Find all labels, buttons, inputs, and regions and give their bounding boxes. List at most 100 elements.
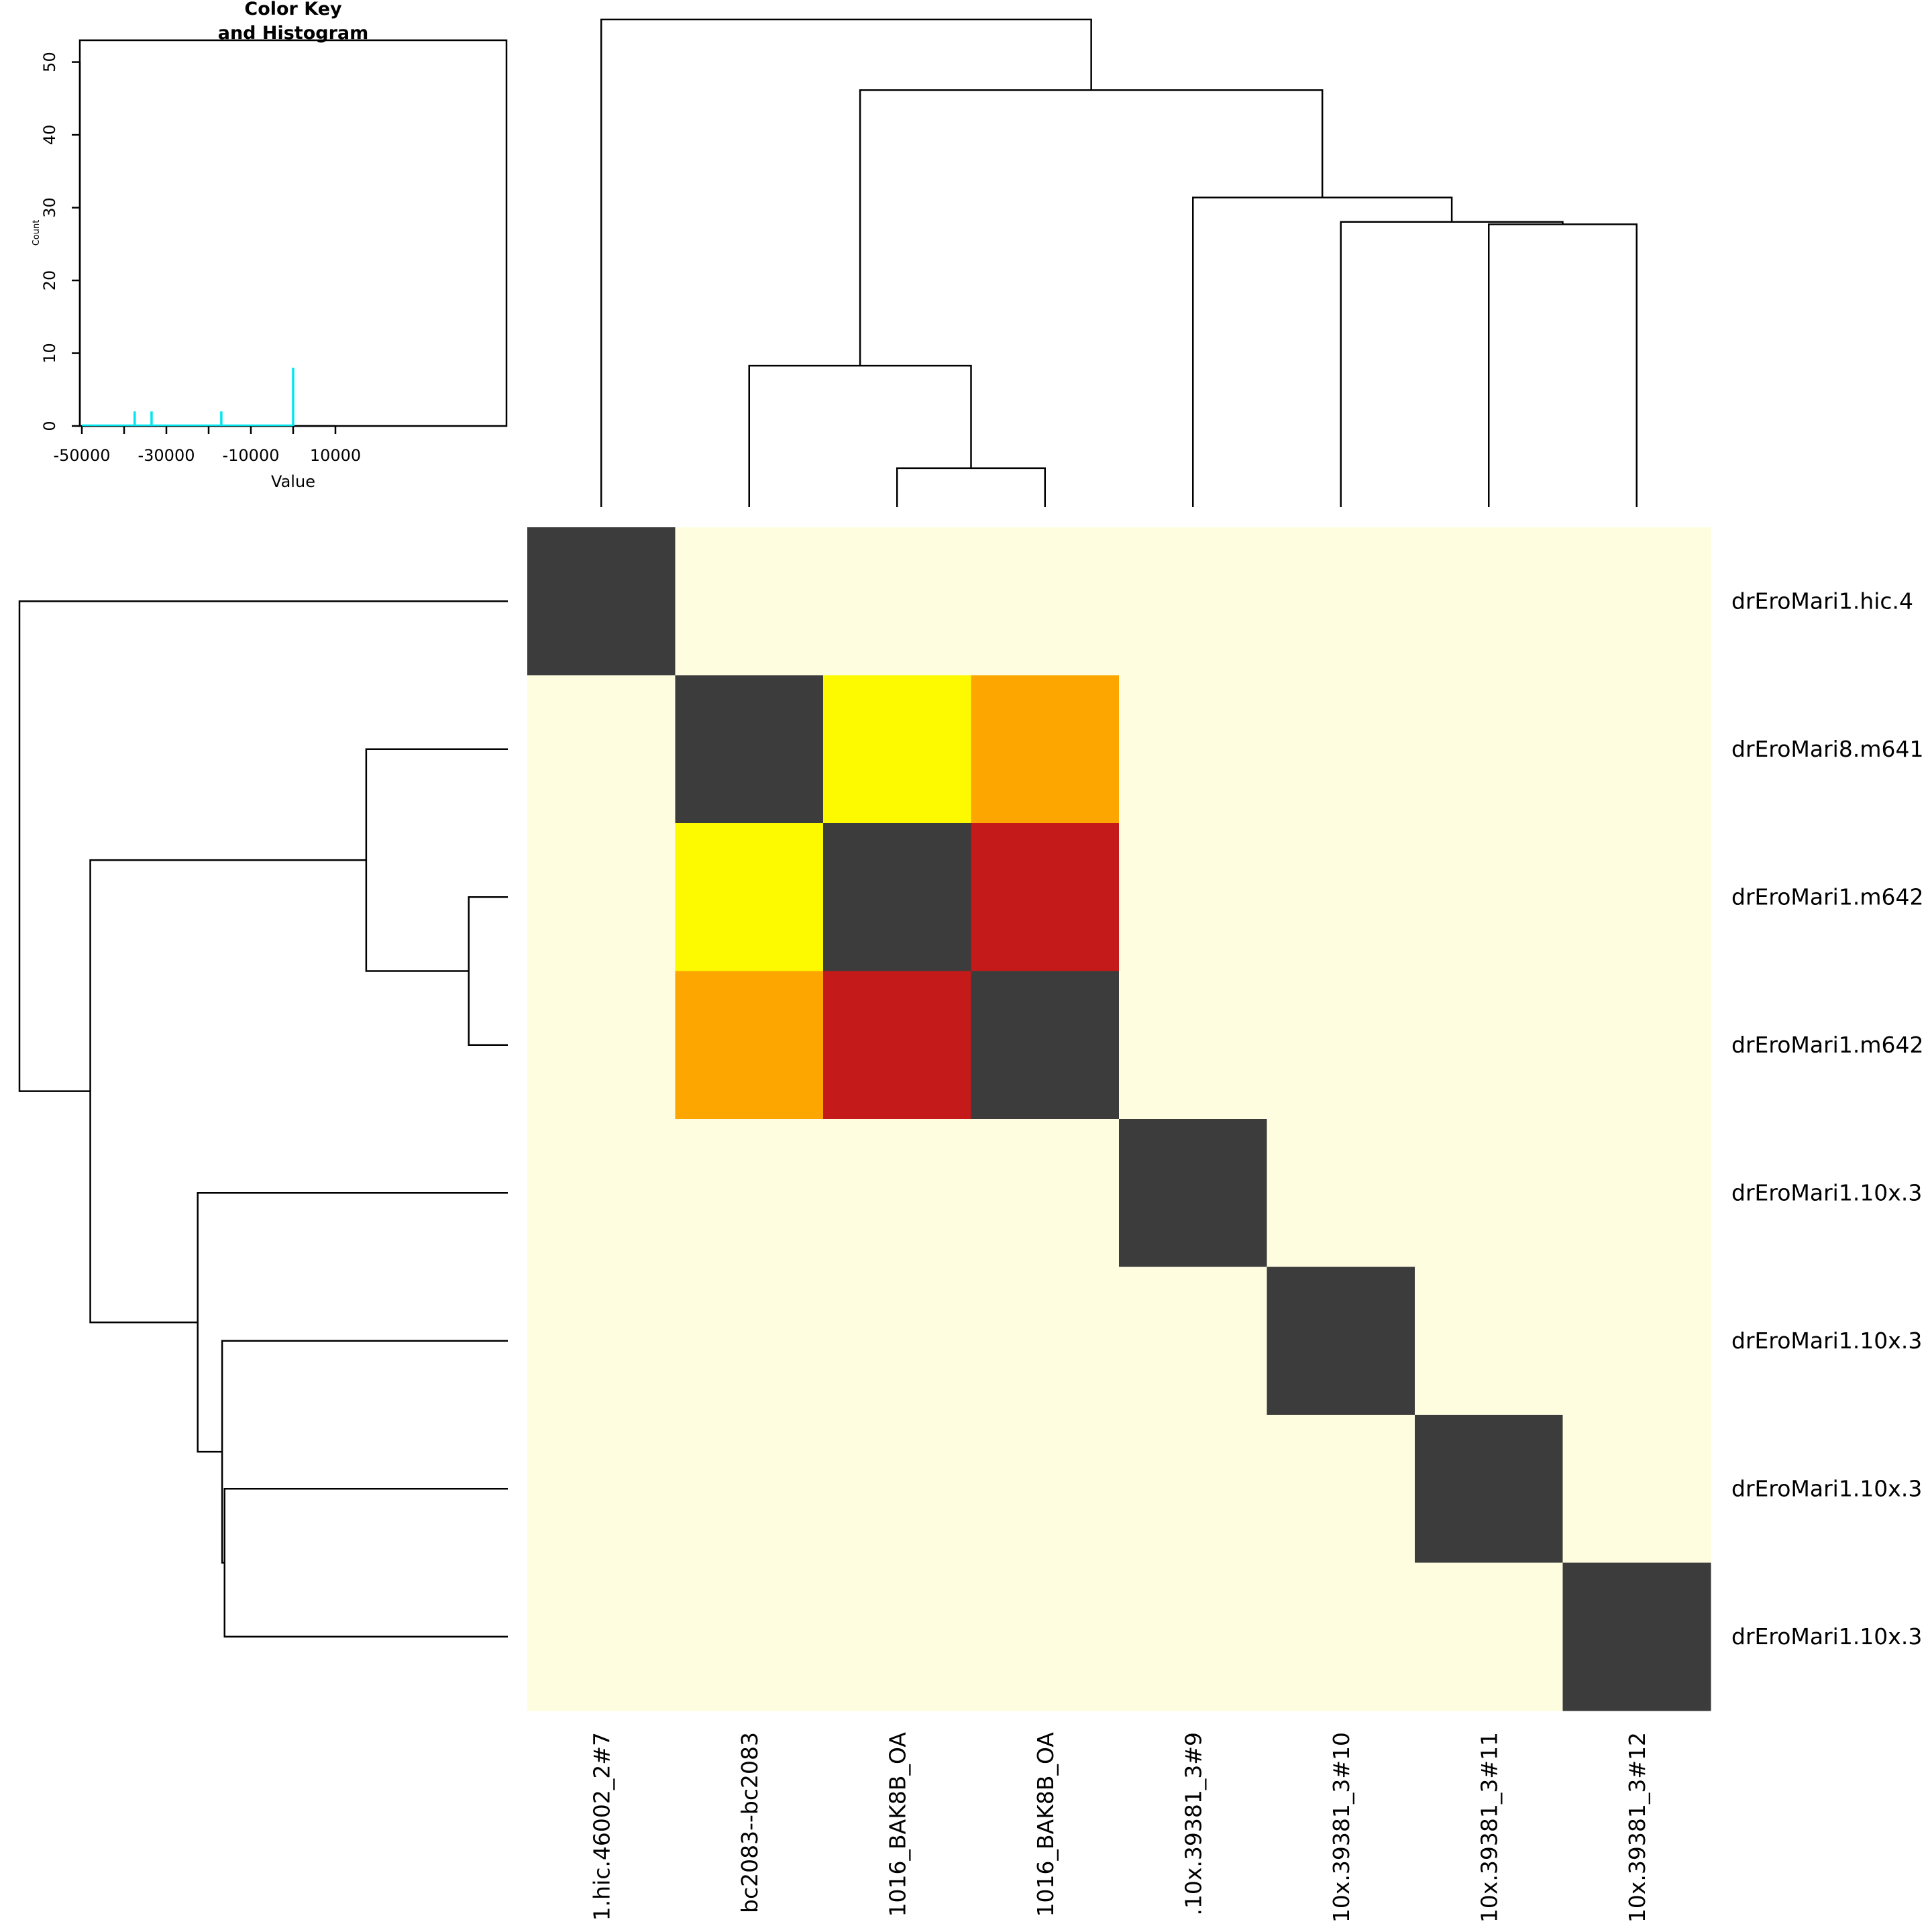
heatmap-cell [1562, 675, 1711, 824]
heatmap-cell [1267, 823, 1415, 972]
heatmap-cell [527, 675, 676, 824]
heatmap-cell [1267, 1415, 1415, 1564]
heatmap-cell [675, 971, 824, 1120]
heatmap-cell [971, 1119, 1120, 1268]
heatmap-cell [971, 971, 1120, 1120]
heatmap-cell [527, 1562, 676, 1711]
row-dendrogram-link [223, 1488, 508, 1638]
heatmap-cell [971, 675, 1120, 824]
heatmap-cell [1562, 1415, 1711, 1564]
heatmap-cell [1562, 823, 1711, 972]
row-dendrogram-link [18, 600, 508, 1092]
heatmap-cell [823, 971, 972, 1120]
histogram-y-label: Count [32, 220, 42, 246]
heatmap-cell [675, 823, 824, 972]
heatmap-cell [1119, 1562, 1268, 1711]
column-label: 1016_BAK8B_OA [884, 1732, 910, 1917]
column-label: 10x.39381_3#12 [1624, 1732, 1650, 1923]
column-dendrogram-link [859, 89, 1324, 366]
heatmap-cell [1267, 675, 1415, 824]
heatmap-cell [1119, 971, 1268, 1120]
row-dendrogram-link [365, 748, 508, 972]
heatmap-cell [1119, 675, 1268, 824]
heatmap-cell [527, 527, 676, 676]
column-dendrogram-link [1488, 223, 1638, 507]
row-label: drEroMari1.10x.3 [1731, 1623, 1922, 1650]
heatmap-cell [1119, 823, 1268, 972]
histogram-y-tick-label: 0 [40, 421, 59, 431]
heatmap-cells [527, 527, 1711, 1711]
heatmap-cell [527, 1119, 676, 1268]
histogram-y-tick-label: 40 [40, 125, 59, 146]
heatmap-cell [1267, 1562, 1415, 1711]
row-dendrogram-link [221, 1340, 508, 1564]
row-dendrogram-link [468, 896, 508, 1046]
heatmap-cell [1415, 971, 1564, 1120]
column-dendrogram-link [1340, 221, 1564, 507]
heatmap-cell [675, 675, 824, 824]
heatmap-cell [1119, 527, 1268, 676]
heatmap-cell [823, 1267, 972, 1415]
column-label: 10x.39381_3#11 [1476, 1732, 1502, 1923]
heatmap-cell [675, 1119, 824, 1268]
histogram-x-tick-label: -10000 [222, 446, 279, 465]
histogram-y-tick-label: 10 [40, 343, 59, 364]
heatmap-cell [527, 1415, 676, 1564]
heatmap-cell [1267, 1119, 1415, 1268]
column-label: 1016_BAK8B_OA [1032, 1732, 1059, 1917]
histogram-y-axis: 0 10 20 30 40 50 [40, 52, 81, 431]
heatmap-cell [971, 823, 1120, 972]
histogram-x-tick-label: -50000 [53, 446, 110, 465]
column-dendrogram [600, 18, 1638, 507]
row-label: drEroMari1.m642 [1731, 1032, 1923, 1058]
column-label: bc2083--bc2083 [737, 1732, 763, 1913]
row-dendrogram-link [89, 859, 366, 1324]
row-label: drEroMari1.10x.3 [1731, 1328, 1922, 1354]
column-dendrogram-link [600, 18, 1092, 507]
heatmap-cell [1415, 675, 1564, 824]
row-label: drEroMari1.hic.4 [1731, 588, 1913, 614]
heatmap-cell [823, 527, 972, 676]
row-label: drEroMari1.10x.3 [1731, 1179, 1922, 1205]
heatmap-cell [1415, 1562, 1564, 1711]
heatmap-cell [1415, 527, 1564, 676]
histogram-bars [82, 368, 294, 427]
row-label: drEroMari1.m642 [1731, 883, 1923, 910]
heatmap-cell [527, 823, 676, 972]
heatmap-cell [1562, 971, 1711, 1120]
heatmap-cell [1562, 1119, 1711, 1268]
heatmap-cell [971, 527, 1120, 676]
histogram-y-tick-label: 20 [40, 270, 59, 291]
column-label: 1.hic.46002_2#7 [588, 1732, 614, 1921]
heatmap-cell [971, 1267, 1120, 1415]
heatmap-cell [527, 971, 676, 1120]
heatmap-cell [971, 1415, 1120, 1564]
heatmap-cell [1119, 1119, 1268, 1268]
heatmap-cell [527, 1267, 676, 1415]
heatmap-cell [1119, 1267, 1268, 1415]
heatmap-cell [1415, 1119, 1564, 1268]
row-labels: drEroMari1.hic.4 drEroMari8.m641 drEroMari… [1731, 588, 1923, 1650]
heatmap-cell [1267, 527, 1415, 676]
color-key-title: Color Key [244, 0, 342, 19]
heatmap-cell [675, 1267, 824, 1415]
histogram-x-tick-label: 10000 [310, 446, 361, 465]
histogram-x-tick-label: -30000 [138, 446, 195, 465]
heatmap-cell [1562, 1267, 1711, 1415]
heatmap-cell [823, 823, 972, 972]
row-label: drEroMari8.m641 [1731, 736, 1923, 762]
heatmap-cell [675, 1415, 824, 1564]
row-label: drEroMari1.10x.3 [1731, 1475, 1922, 1501]
histogram-y-tick-label: 50 [40, 52, 59, 72]
column-label: 10x.39381_3#10 [1328, 1732, 1354, 1923]
heatmap-cell [823, 1415, 972, 1564]
row-dendrogram-link [197, 1192, 508, 1453]
histogram-y-tick-label: 30 [40, 197, 59, 218]
histogram-x-axis: -50000 -30000 -10000 10000 [53, 425, 361, 465]
heatmap-cell [1562, 1562, 1711, 1711]
column-label: .10x.39381_3#9 [1180, 1732, 1206, 1916]
heatmap-cell [1119, 1415, 1268, 1564]
row-dendrogram [18, 600, 508, 1638]
